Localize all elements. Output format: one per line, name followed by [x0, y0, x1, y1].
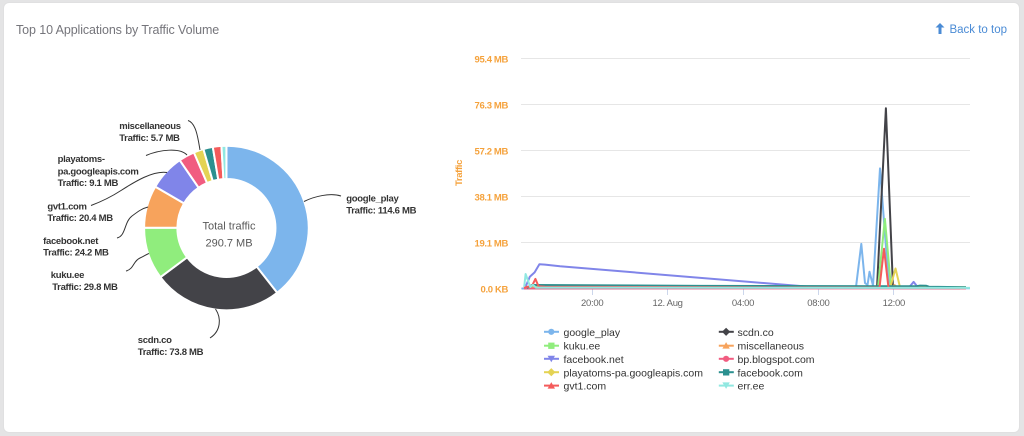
- svg-text:miscellaneous: miscellaneous: [738, 341, 805, 353]
- svg-text:0.0 KB: 0.0 KB: [481, 285, 509, 296]
- svg-text:Total traffic: Total traffic: [203, 221, 256, 233]
- svg-text:38.1 MB: 38.1 MB: [475, 193, 509, 204]
- svg-text:20:00: 20:00: [581, 298, 603, 309]
- svg-text:Traffic: 24.2 MB: Traffic: 24.2 MB: [43, 248, 109, 259]
- svg-text:facebook.com: facebook.com: [738, 367, 804, 379]
- svg-text:Traffic: 20.4 MB: Traffic: 20.4 MB: [47, 213, 113, 224]
- svg-text:facebook.net: facebook.net: [564, 354, 624, 366]
- svg-text:scdn.co: scdn.co: [738, 327, 774, 339]
- svg-text:08:00: 08:00: [807, 298, 829, 309]
- svg-text:Traffic: 9.1 MB: Traffic: 9.1 MB: [58, 178, 119, 189]
- svg-text:Traffic: 29.8 MB: Traffic: 29.8 MB: [52, 282, 118, 293]
- svg-text:gvt1.com: gvt1.com: [564, 381, 607, 393]
- svg-text:pa.googleapis.com: pa.googleapis.com: [58, 166, 139, 177]
- svg-text:Traffic: 114.6 MB: Traffic: 114.6 MB: [346, 206, 416, 217]
- svg-text:Traffic: 73.8 MB: Traffic: 73.8 MB: [138, 347, 204, 358]
- svg-text:miscellaneous: miscellaneous: [119, 121, 181, 132]
- svg-text:bp.blogspot.com: bp.blogspot.com: [738, 354, 815, 366]
- svg-text:Traffic: 5.7 MB: Traffic: 5.7 MB: [119, 133, 180, 144]
- svg-text:12:00: 12:00: [883, 298, 905, 309]
- svg-text:57.2 MB: 57.2 MB: [475, 147, 509, 158]
- svg-text:76.3 MB: 76.3 MB: [475, 101, 509, 112]
- svg-text:facebook.net: facebook.net: [43, 236, 99, 247]
- svg-text:290.7 MB: 290.7 MB: [205, 238, 252, 250]
- svg-text:19.1 MB: 19.1 MB: [475, 239, 509, 250]
- svg-text:google_play: google_play: [346, 193, 399, 204]
- svg-text:err.ee: err.ee: [738, 381, 765, 393]
- svg-text:95.4 MB: 95.4 MB: [475, 55, 509, 66]
- svg-text:gvt1.com: gvt1.com: [47, 201, 86, 212]
- svg-text:google_play: google_play: [564, 327, 621, 339]
- svg-text:12. Aug: 12. Aug: [653, 298, 683, 309]
- svg-text:playatoms-: playatoms-: [58, 154, 105, 165]
- svg-text:Traffic: Traffic: [454, 160, 465, 186]
- svg-text:scdn.co: scdn.co: [138, 335, 172, 346]
- svg-text:04:00: 04:00: [732, 298, 754, 309]
- svg-text:kuku.ee: kuku.ee: [564, 341, 601, 353]
- svg-text:playatoms-pa.googleapis.com: playatoms-pa.googleapis.com: [564, 367, 704, 379]
- svg-text:kuku.ee: kuku.ee: [51, 270, 84, 281]
